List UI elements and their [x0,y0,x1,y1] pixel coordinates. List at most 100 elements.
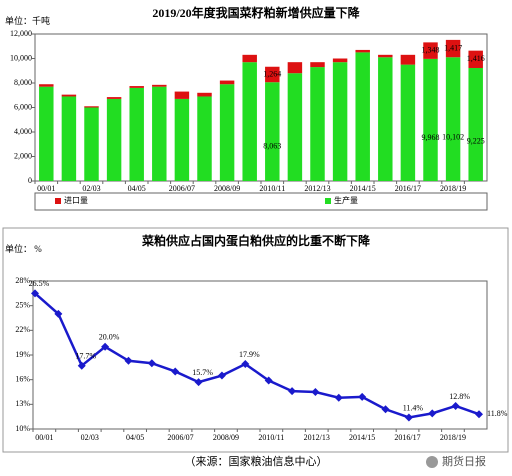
bar-segment [445,39,461,58]
legend-label: 进口量 [64,196,88,205]
chart-title: 2019/20年度我国菜籽粕新增供应量下降 [152,5,360,20]
data-label: 20.0% [99,333,120,342]
x-tick-label: 2018/19 [440,433,466,442]
point [311,388,320,396]
x-tick-label: 2016/17 [394,433,420,442]
legend-swatch [55,198,61,204]
data-label: 1,417 [444,43,462,52]
bar-segment [84,107,99,181]
data-label: 10,102 [442,133,464,142]
x-tick-label: 2014/15 [350,184,376,193]
x-tick-label: 02/03 [82,184,100,193]
bar-segment [219,80,235,85]
line [34,292,480,419]
x-tick-label: 04/05 [126,433,144,442]
y-tick-label: 10% [15,424,30,433]
bar-segment [265,66,280,83]
y-tick-label: 10,000 [10,53,32,62]
bar-segment [355,49,370,53]
data-label: 12.8% [449,392,470,401]
bar-segment [197,96,212,181]
point [77,361,86,370]
bar-segment [197,92,212,97]
bar-segment [106,98,122,181]
y-tick-label: 8,000 [14,78,32,87]
x-tick-label: 2008/09 [213,433,239,442]
data-label: 9,225 [467,136,485,145]
x-tick-label: 2006/07 [169,184,195,193]
point [147,359,156,368]
data-label: 9,968 [422,133,440,142]
bar-segment [332,62,348,181]
y-tick-label: 28% [15,276,30,285]
x-tick-label: 2016/17 [395,184,421,193]
bar-segment [423,42,438,59]
point [288,387,297,396]
data-label: 1,416 [467,54,485,63]
source: （来源：国家粮油信息中心） [185,454,328,468]
data-label: 1,348 [422,45,440,54]
legend-label: 生产量 [334,195,358,205]
bar-segment [310,62,325,68]
point [381,405,390,414]
bar-segment [152,86,167,181]
point [101,342,110,351]
bar-segment [468,67,483,181]
point [217,371,226,380]
bar-segment [219,84,235,181]
bar-segment [332,58,348,63]
x-tick-label: 02/03 [81,433,99,442]
x-tick-label: 2012/13 [304,433,330,442]
point [31,289,39,298]
bar-segment [265,82,280,181]
point [171,367,180,376]
bar-segment [174,98,190,181]
x-tick-label: 00/01 [37,184,55,193]
watermark: 期货日报 [442,454,486,468]
bar-segment [242,54,257,63]
data-label: 8,063 [263,141,281,150]
legend-frame [34,192,488,211]
y-tick-label: 22% [15,325,30,334]
point [428,409,437,418]
chart-title: 菜粕供应占国内蛋白粕供应的比重不断下降 [141,233,371,248]
bar-segment [84,106,99,108]
data-label: 17.9% [239,350,260,359]
bar-segment [400,54,416,65]
x-tick-label: 00/01 [35,433,53,442]
data-label: 11.4% [403,403,424,412]
y-tick-label: 12,000 [10,29,32,38]
bar-segment [310,67,325,181]
x-tick-label: 2006/07 [167,433,193,442]
data-label: 17.7% [75,352,96,361]
bar-segment [39,84,54,87]
y-tick-label: 25% [15,300,30,309]
chart2-frame [2,227,509,453]
point [264,376,273,385]
bar-segment [242,62,257,181]
x-tick-label: 04/05 [128,184,146,193]
point [451,401,460,410]
x-tick-label: 2008/09 [214,184,240,193]
bar-segment [287,62,303,74]
bar-segment [152,84,167,87]
bar-segment [61,94,77,97]
bar-segment [287,73,303,181]
y-tick-label: 16% [15,374,30,383]
y-tick-label: 6,000 [14,102,32,111]
data-label: 15.7% [192,368,213,377]
bar-segment [423,58,438,181]
point [241,360,250,369]
bar-segment [378,57,393,181]
y-tick-label: 0 [28,176,32,185]
bar-segment [129,86,144,88]
x-tick-label: 2010/11 [258,433,284,442]
bar-segment [378,54,393,58]
y-tick-label: 13% [15,399,30,408]
x-tick-label: 2018/19 [440,184,466,193]
y-tick-label: 4,000 [14,127,32,136]
point [334,393,343,402]
bar-segment [468,50,483,68]
point [358,392,367,401]
